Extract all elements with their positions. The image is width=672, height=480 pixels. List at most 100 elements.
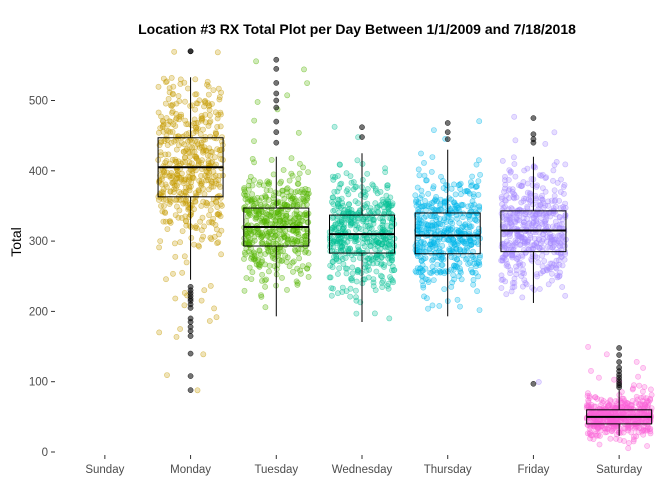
jitter-point bbox=[327, 274, 334, 281]
jitter-point bbox=[214, 240, 220, 246]
outlier-point bbox=[273, 90, 280, 97]
jitter-point bbox=[302, 240, 309, 247]
jitter-point bbox=[198, 297, 205, 304]
jitter-point bbox=[332, 221, 339, 227]
jitter-point bbox=[336, 265, 343, 272]
jitter-point bbox=[468, 183, 474, 189]
jitter-point bbox=[241, 186, 247, 193]
jitter-point bbox=[163, 127, 170, 134]
jitter-point bbox=[472, 216, 478, 223]
jitter-point bbox=[450, 199, 457, 206]
jitter-point bbox=[447, 249, 454, 256]
jitter-point bbox=[469, 173, 475, 180]
outlier-point bbox=[187, 373, 194, 379]
jitter-point bbox=[216, 231, 222, 238]
jitter-point bbox=[634, 396, 641, 403]
jitter-point bbox=[436, 248, 442, 254]
outlier-point bbox=[359, 134, 365, 140]
jitter-point bbox=[199, 157, 205, 164]
jitter-point bbox=[201, 287, 208, 294]
jitter-point bbox=[354, 157, 361, 164]
jitter-point bbox=[196, 243, 202, 250]
jitter-point bbox=[249, 155, 256, 162]
jitter-point bbox=[266, 229, 273, 235]
jitter-point bbox=[159, 124, 166, 130]
jitter-point bbox=[264, 217, 271, 223]
jitter-point bbox=[284, 92, 291, 99]
jitter-point bbox=[512, 173, 519, 180]
jitter-point bbox=[429, 302, 436, 309]
jitter-point bbox=[246, 264, 253, 271]
jitter-point bbox=[330, 285, 336, 292]
jitter-point bbox=[526, 220, 532, 227]
jitter-point bbox=[373, 237, 380, 244]
jitter-point bbox=[217, 111, 224, 118]
jitter-point bbox=[346, 201, 352, 208]
jitter-point bbox=[165, 121, 171, 128]
jitter-point bbox=[175, 93, 182, 99]
jitter-point bbox=[168, 103, 175, 109]
jitter-point bbox=[628, 403, 635, 409]
jitter-point bbox=[304, 193, 310, 200]
jitter-point bbox=[253, 261, 260, 268]
jitter-point bbox=[256, 181, 263, 188]
jitter-point bbox=[552, 264, 559, 271]
jitter-point bbox=[559, 242, 566, 249]
jitter-point bbox=[265, 196, 272, 203]
jitter-point bbox=[338, 195, 345, 202]
jitter-point bbox=[554, 239, 560, 246]
jitter-point bbox=[331, 188, 338, 195]
jitter-point bbox=[476, 118, 483, 125]
jitter-point bbox=[633, 358, 640, 365]
jitter-point bbox=[329, 258, 336, 265]
jitter-point bbox=[521, 240, 528, 247]
jitter-point bbox=[251, 250, 258, 257]
jitter-point bbox=[293, 278, 300, 285]
jitter-point bbox=[468, 209, 475, 215]
jitter-point bbox=[476, 203, 483, 209]
jitter-point bbox=[198, 202, 205, 209]
jitter-point bbox=[415, 166, 422, 173]
jitter-point bbox=[286, 177, 293, 184]
jitter-point bbox=[296, 170, 303, 177]
jitter-point bbox=[251, 159, 257, 166]
jitter-point bbox=[389, 263, 396, 270]
jitter-point bbox=[374, 203, 381, 210]
jitter-point bbox=[194, 387, 201, 394]
jitter-point bbox=[278, 178, 284, 185]
jitter-point bbox=[641, 423, 647, 430]
jitter-point bbox=[301, 233, 308, 240]
jitter-point bbox=[268, 207, 275, 214]
jitter-point bbox=[555, 249, 562, 256]
jitter-point bbox=[452, 191, 459, 198]
outlier-point bbox=[530, 115, 537, 121]
jitter-point bbox=[535, 379, 542, 385]
outlier-point bbox=[273, 56, 280, 63]
outlier-point bbox=[273, 97, 280, 104]
jitter-point bbox=[256, 197, 263, 204]
jitter-point bbox=[157, 238, 164, 244]
outlier-point bbox=[187, 48, 194, 55]
jitter-point bbox=[347, 222, 354, 229]
jitter-point bbox=[640, 364, 646, 371]
jitter-point bbox=[259, 213, 266, 220]
jitter-point bbox=[288, 170, 295, 177]
jitter-point bbox=[341, 213, 348, 219]
jitter-point bbox=[278, 231, 285, 238]
jitter-point bbox=[585, 402, 592, 409]
jitter-point bbox=[417, 195, 423, 202]
jitter-point bbox=[532, 211, 539, 218]
jitter-point bbox=[200, 233, 207, 240]
jitter-point bbox=[362, 261, 369, 268]
jitter-point bbox=[300, 164, 306, 171]
jitter-point bbox=[305, 262, 312, 268]
jitter-point bbox=[162, 79, 169, 85]
jitter-point bbox=[171, 138, 177, 145]
outlier-point bbox=[273, 139, 280, 146]
jitter-point bbox=[509, 251, 515, 258]
jitter-point bbox=[249, 191, 256, 198]
jitter-point bbox=[510, 194, 517, 201]
jitter-point bbox=[295, 234, 302, 240]
outlier-point bbox=[616, 352, 622, 358]
jitter-point bbox=[173, 146, 180, 153]
